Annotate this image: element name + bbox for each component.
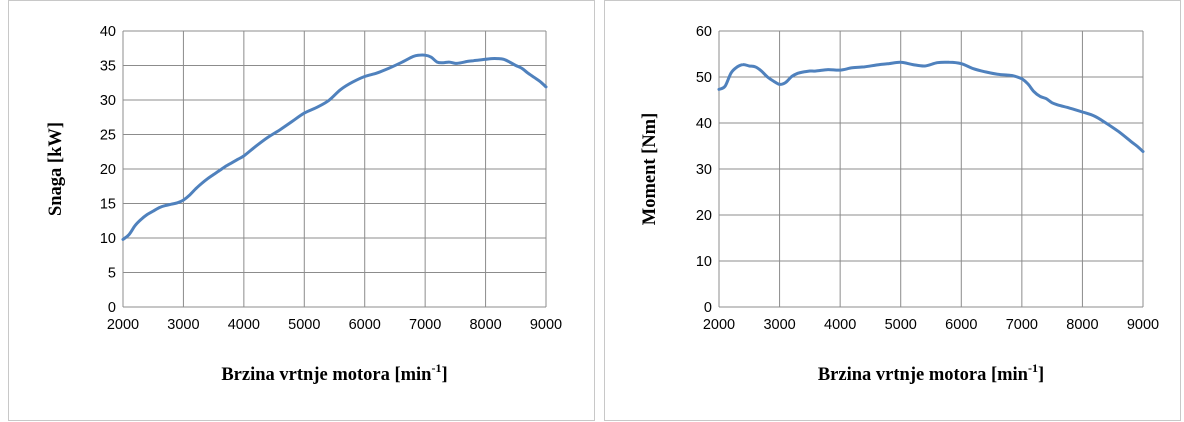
y-tick-label: 30 — [100, 93, 116, 109]
x-tick-label: 5000 — [288, 317, 320, 333]
gridlines — [122, 30, 547, 308]
y-tick-label: 20 — [696, 208, 712, 224]
x-tick-labels: 2000 3000 4000 5000 6000 7000 8000 9000 — [107, 317, 562, 333]
x-axis-title: Brzina vrtnje motora [min-1] — [818, 361, 1044, 385]
x-tick-label: 2000 — [703, 317, 735, 333]
y-tick-label: 10 — [696, 254, 712, 270]
x-tick-label: 4000 — [228, 317, 260, 333]
power-chart: 2000 3000 4000 5000 6000 7000 8000 9000 0 5 10 15 20… — [8, 0, 595, 421]
x-tick-label: 4000 — [824, 317, 856, 333]
y-tick-label: 40 — [696, 116, 712, 132]
x-axis-title-superscript: -1 — [431, 361, 441, 375]
y-tick-label: 25 — [100, 128, 116, 144]
torque-chart-svg: 2000 3000 4000 5000 6000 7000 8000 9000 0 10 20 30 4… — [640, 24, 1159, 385]
y-tick-labels: 0 5 10 15 20 25 30 35 40 — [100, 24, 116, 316]
x-tick-label: 5000 — [885, 317, 917, 333]
x-tick-label: 7000 — [409, 317, 441, 333]
y-tick-label: 5 — [108, 266, 116, 282]
x-tick-label: 8000 — [1066, 317, 1098, 333]
y-tick-label: 35 — [100, 59, 116, 75]
power-chart-svg: 2000 3000 4000 5000 6000 7000 8000 9000 0 5 10 15 20… — [46, 24, 562, 385]
y-tick-label: 0 — [108, 300, 116, 316]
x-axis-title: Brzina vrtnje motora [min-1] — [221, 361, 447, 385]
y-tick-label: 40 — [100, 24, 116, 40]
x-tick-label: 7000 — [1006, 317, 1038, 333]
x-axis-title-tail: ] — [1038, 365, 1044, 385]
x-axis-title-main: Brzina vrtnje motora [min — [818, 365, 1029, 385]
x-tick-label: 2000 — [107, 317, 139, 333]
x-tick-label: 3000 — [763, 317, 795, 333]
y-tick-label: 50 — [696, 70, 712, 86]
y-axis-title: Moment [Nm] — [640, 113, 660, 226]
x-tick-label: 8000 — [469, 317, 501, 333]
x-tick-label: 3000 — [167, 317, 199, 333]
series-line — [121, 53, 548, 241]
y-tick-label: 30 — [696, 162, 712, 178]
x-tick-labels: 2000 3000 4000 5000 6000 7000 8000 9000 — [703, 317, 1159, 333]
x-tick-label: 9000 — [530, 317, 562, 333]
gridlines — [718, 30, 1144, 308]
x-axis-title-main: Brzina vrtnje motora [min — [221, 365, 432, 385]
y-tick-label: 10 — [100, 231, 116, 247]
x-tick-label: 6000 — [349, 317, 381, 333]
y-tick-label: 15 — [100, 197, 116, 213]
x-axis-title-superscript: -1 — [1028, 361, 1038, 375]
x-tick-label: 6000 — [945, 317, 977, 333]
y-axis-title: Snaga [kW] — [46, 122, 66, 216]
torque-chart: 2000 3000 4000 5000 6000 7000 8000 9000 0 10 20 30 4… — [604, 0, 1181, 421]
y-tick-label: 20 — [100, 162, 116, 178]
y-tick-labels: 0 10 20 30 40 50 60 — [696, 24, 712, 316]
y-tick-label: 0 — [704, 300, 712, 316]
series-line — [717, 60, 1145, 153]
x-tick-label: 9000 — [1127, 317, 1159, 333]
x-axis-title-tail: ] — [441, 365, 447, 385]
y-tick-label: 60 — [696, 24, 712, 40]
